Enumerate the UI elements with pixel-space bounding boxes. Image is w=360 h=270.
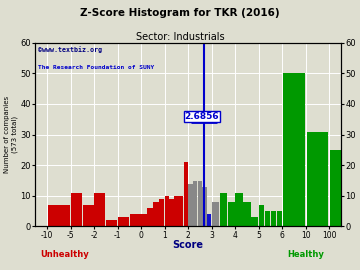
Bar [202, 187, 207, 227]
Bar [106, 220, 117, 227]
Bar [147, 208, 153, 227]
Text: Unhealthy: Unhealthy [40, 250, 89, 259]
Bar [259, 205, 264, 227]
Bar [265, 211, 270, 227]
Bar [170, 199, 174, 227]
Bar [141, 214, 147, 227]
Bar [71, 193, 82, 227]
Bar [228, 202, 235, 227]
Bar [271, 211, 276, 227]
Bar [153, 202, 158, 227]
Bar [212, 202, 219, 227]
Bar [220, 193, 227, 227]
Bar [243, 202, 251, 227]
Text: ©www.textbiz.org: ©www.textbiz.org [38, 46, 102, 53]
Bar [341, 220, 352, 227]
Bar [193, 181, 197, 227]
Bar [198, 181, 202, 227]
Bar [184, 162, 188, 227]
Bar [283, 73, 305, 227]
Bar [83, 205, 94, 227]
Text: The Research Foundation of SUNY: The Research Foundation of SUNY [38, 65, 154, 70]
Bar [118, 217, 129, 227]
Text: 2.6856: 2.6856 [185, 112, 219, 121]
Y-axis label: Number of companies
(573 total): Number of companies (573 total) [4, 96, 18, 173]
Bar [251, 217, 258, 227]
Bar [48, 205, 70, 227]
X-axis label: Score: Score [173, 240, 204, 250]
Bar [276, 211, 282, 227]
Bar [235, 193, 243, 227]
Bar [179, 196, 183, 227]
Text: Z-Score Histogram for TKR (2016): Z-Score Histogram for TKR (2016) [80, 8, 280, 18]
Bar [188, 184, 193, 227]
Bar [330, 150, 341, 227]
Text: Healthy: Healthy [288, 250, 324, 259]
Bar [307, 131, 328, 227]
Bar [130, 214, 141, 227]
Bar [159, 199, 165, 227]
Bar [207, 214, 211, 227]
Bar [94, 193, 105, 227]
Bar [174, 196, 179, 227]
Bar [165, 196, 169, 227]
Text: Sector: Industrials: Sector: Industrials [136, 32, 224, 42]
